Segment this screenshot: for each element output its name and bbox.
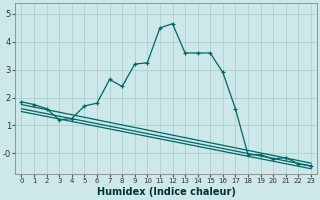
X-axis label: Humidex (Indice chaleur): Humidex (Indice chaleur) bbox=[97, 187, 236, 197]
